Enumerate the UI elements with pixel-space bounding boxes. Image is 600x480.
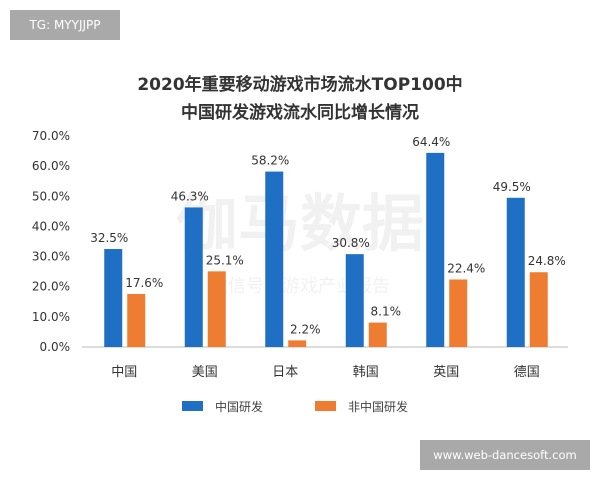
legend-swatch: [315, 401, 336, 411]
data-label: 64.4%: [412, 135, 450, 149]
y-tick-label: 60.0%: [32, 159, 70, 173]
data-label: 22.4%: [447, 261, 485, 275]
legend-swatch: [182, 401, 203, 411]
data-label: 49.5%: [493, 180, 531, 194]
bar-non-china-4: [449, 279, 468, 347]
legend-label: 非中国研发: [348, 399, 408, 414]
x-tick-label: 韩国: [353, 365, 379, 380]
y-tick-label: 0.0%: [40, 340, 71, 354]
x-tick-label: 中国: [111, 365, 137, 380]
bar-china-3: [345, 254, 364, 347]
bar-non-china-0: [127, 293, 146, 347]
data-label: 32.5%: [90, 231, 128, 245]
x-tick-label: 美国: [192, 365, 218, 380]
bar-china-1: [184, 207, 203, 347]
bar-china-2: [265, 171, 284, 347]
bar-non-china-2: [288, 340, 307, 347]
bar-china-4: [426, 152, 445, 347]
y-tick-label: 10.0%: [32, 310, 70, 324]
y-tick-label: 70.0%: [32, 129, 70, 143]
data-label: 24.8%: [528, 254, 566, 268]
x-tick-label: 日本: [272, 365, 298, 380]
data-label: 46.3%: [171, 189, 209, 203]
data-label: 17.6%: [125, 276, 163, 290]
data-label: 25.1%: [206, 253, 244, 267]
watermark-site: www.web-dancesoft.com: [420, 440, 590, 470]
data-label: 8.1%: [371, 305, 402, 319]
bar-non-china-5: [529, 272, 548, 347]
watermark-logo: 伽马数据: [176, 187, 424, 260]
data-label: 2.2%: [290, 322, 321, 336]
legend-label: 中国研发: [215, 399, 263, 414]
watermark-logo-sub: 微信号：游戏产业报告: [210, 276, 390, 297]
y-tick-label: 50.0%: [32, 189, 70, 203]
y-tick-label: 40.0%: [32, 219, 70, 233]
data-label: 30.8%: [332, 236, 370, 250]
chart-subtitle: 中国研发游戏流水同比增长情况: [181, 103, 419, 123]
bar-non-china-3: [368, 322, 387, 347]
x-tick-label: 英国: [433, 365, 459, 380]
watermark-tag: TG: MYYJJPP: [10, 10, 120, 40]
chart-title: 2020年重要移动游戏市场流水TOP100中: [137, 75, 463, 95]
data-label: 58.2%: [251, 154, 289, 168]
y-tick-label: 30.0%: [32, 250, 70, 264]
bar-china-5: [506, 197, 525, 347]
x-tick-label: 德国: [514, 365, 540, 380]
bar-china-0: [104, 249, 123, 347]
y-tick-label: 20.0%: [32, 280, 70, 294]
bar-non-china-1: [207, 271, 226, 347]
